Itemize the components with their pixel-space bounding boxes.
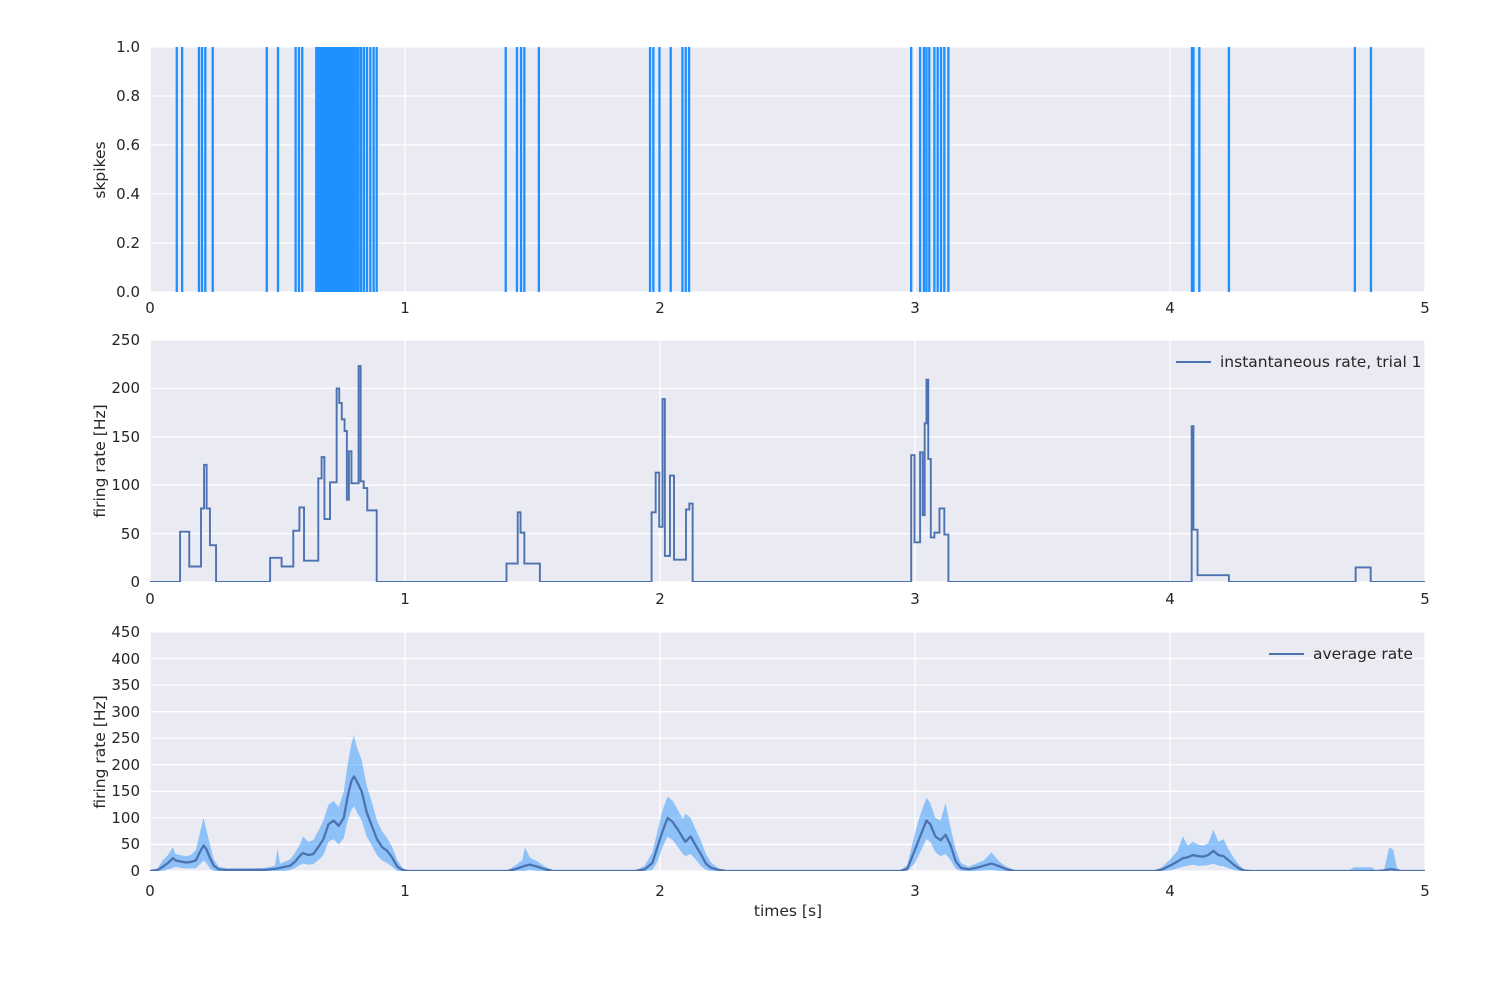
x-tick-label: 2 — [655, 590, 665, 608]
x-tick-label: 5 — [1420, 590, 1430, 608]
instantaneous-rate-plot — [150, 340, 1425, 582]
y-tick-label: 200 — [111, 755, 140, 774]
y-tick-label: 400 — [111, 649, 140, 668]
spike-raster-plot — [150, 47, 1425, 292]
y-tick-label: 150 — [111, 427, 140, 446]
y-tick-label: 0 — [130, 862, 140, 880]
y-tick-label: 200 — [111, 379, 140, 398]
x-tick-label: 3 — [910, 882, 920, 900]
y-tick-label: 250 — [111, 729, 140, 748]
y-tick-label: 300 — [111, 702, 140, 721]
legend-label: instantaneous rate, trial 1 — [1220, 353, 1422, 371]
y-tick-label: 0.4 — [116, 185, 140, 203]
y-tick-label: 100 — [111, 808, 140, 827]
x-tick-label: 1 — [400, 590, 410, 608]
x-tick-label: 2 — [655, 299, 665, 317]
y-tick-label: 1.0 — [116, 38, 140, 56]
y-tick-label: 0.6 — [116, 136, 140, 154]
y-tick-label: 250 — [111, 331, 140, 349]
average-rate-plot — [150, 632, 1425, 871]
instantaneous-y-axis-label: firing rate [Hz] — [91, 404, 109, 518]
x-tick-label: 1 — [400, 882, 410, 900]
legend-line-sample — [1176, 361, 1211, 363]
y-tick-label: 450 — [111, 623, 140, 641]
x-tick-label: 0 — [145, 299, 155, 317]
x-axis-label: times [s] — [753, 902, 823, 920]
x-tick-label: 2 — [655, 882, 665, 900]
x-tick-label: 5 — [1420, 882, 1430, 900]
y-tick-label: 150 — [111, 782, 140, 801]
x-tick-label: 3 — [910, 590, 920, 608]
legend-line-sample — [1269, 653, 1304, 655]
x-tick-label: 0 — [145, 882, 155, 900]
x-tick-label: 3 — [910, 299, 920, 317]
x-tick-label: 0 — [145, 590, 155, 608]
y-tick-label: 100 — [111, 476, 140, 495]
y-tick-label: 0.2 — [116, 234, 140, 252]
instantaneous-rate-svg — [150, 340, 1425, 582]
y-tick-label: 50 — [120, 524, 140, 543]
x-tick-label: 4 — [1165, 882, 1175, 900]
y-tick-label: 0 — [130, 573, 140, 591]
average-rate-svg — [150, 632, 1425, 871]
x-tick-label: 5 — [1420, 299, 1430, 317]
spike-raster-svg — [150, 47, 1425, 292]
y-tick-label: 0.0 — [116, 283, 140, 301]
average-rate-band — [150, 735, 1425, 871]
average-rate-line — [150, 775, 1425, 871]
x-tick-label: 4 — [1165, 590, 1175, 608]
instantaneous-rate-line — [150, 365, 1425, 582]
legend-average-rate: average rate — [1269, 645, 1413, 663]
y-tick-label: 50 — [120, 835, 140, 854]
legend-label: average rate — [1313, 645, 1413, 663]
legend-instantaneous-rate: instantaneous rate, trial 1 — [1176, 353, 1422, 371]
y-tick-label: 350 — [111, 676, 140, 695]
x-tick-label: 1 — [400, 299, 410, 317]
y-tick-label: 0.8 — [116, 87, 140, 105]
x-tick-label: 4 — [1165, 299, 1175, 317]
